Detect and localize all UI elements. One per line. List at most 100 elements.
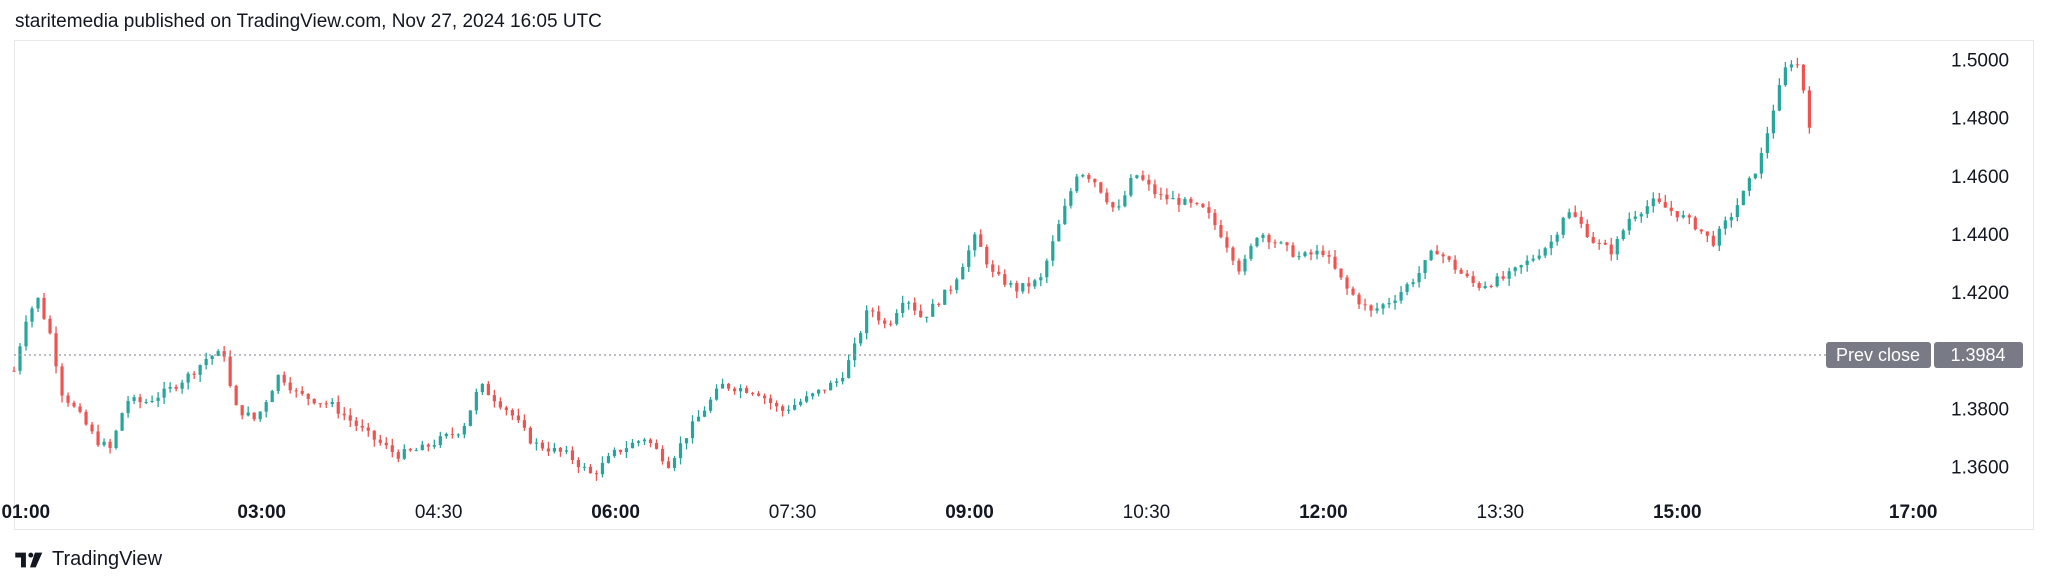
candle-body: [1381, 304, 1385, 309]
candle-body: [1609, 244, 1613, 255]
candle-body: [114, 430, 118, 448]
prev-close-label: Prev close: [1836, 345, 1920, 365]
candle-body: [534, 442, 539, 444]
candle-body: [408, 449, 412, 451]
x-tick-label: 10:30: [1123, 502, 1171, 523]
candle-body: [462, 425, 466, 435]
candle-body: [762, 395, 767, 399]
candle-body: [1747, 178, 1751, 191]
prev-close-value: 1.3984: [1950, 345, 2005, 365]
candle-body: [1483, 286, 1487, 288]
candle-body: [1453, 259, 1457, 270]
candle-body: [925, 316, 929, 318]
candle-body: [1111, 202, 1115, 208]
candle-body: [360, 425, 364, 428]
candle-body: [594, 473, 599, 475]
candle-body: [1153, 184, 1157, 195]
candle-body: [985, 246, 989, 265]
candle-body: [480, 383, 484, 393]
candle-body: [180, 382, 184, 389]
candle-body: [276, 374, 280, 392]
candle-body: [702, 410, 707, 417]
candle-body: [1123, 195, 1127, 207]
candle-body: [576, 459, 581, 468]
candle-body: [1063, 205, 1067, 225]
x-tick-label: 17:00: [1889, 502, 1938, 523]
candle-body: [853, 343, 857, 361]
candle-body: [348, 415, 352, 421]
candle-body: [402, 449, 406, 459]
y-tick-label: 1.4600: [1951, 167, 2009, 188]
x-tick-label: 12:00: [1299, 502, 1348, 523]
footer-brand[interactable]: TradingView: [15, 548, 162, 571]
candle-body: [1009, 283, 1013, 285]
candle-body: [288, 382, 292, 391]
candle-body: [871, 310, 875, 312]
candle-body: [847, 360, 851, 378]
candle-body: [1195, 202, 1199, 204]
candle-body: [618, 449, 623, 453]
candle-body: [1147, 179, 1151, 185]
candle-body: [186, 373, 190, 383]
candle-body: [522, 420, 526, 428]
x-tick-label: 06:00: [591, 502, 640, 523]
candle-body: [1045, 260, 1049, 278]
candle-body: [606, 456, 611, 463]
candle-body: [420, 444, 424, 451]
candle-body: [1585, 223, 1589, 238]
candle-body: [564, 450, 569, 452]
candle-body: [1735, 205, 1739, 218]
candle-body: [817, 389, 821, 394]
candle-body: [1363, 304, 1367, 306]
candle-body: [1555, 234, 1559, 242]
candle-body: [1255, 237, 1259, 247]
candle-body: [793, 404, 797, 410]
candle-body: [1771, 110, 1775, 134]
candle-body: [672, 458, 677, 468]
candle-body: [1753, 173, 1757, 179]
candle-body: [1015, 283, 1019, 292]
candle-body: [492, 395, 496, 402]
candle-body: [468, 410, 472, 426]
candle-body: [1393, 300, 1397, 303]
candle-body: [690, 421, 695, 439]
candle-body: [294, 390, 298, 392]
candle-body: [907, 302, 911, 304]
candle-body: [1717, 228, 1721, 246]
candle-body: [654, 443, 659, 449]
candle-body: [1537, 255, 1541, 259]
candle-body: [108, 441, 112, 448]
candle-body: [1021, 283, 1025, 292]
candle-body: [198, 365, 202, 375]
candle-body: [937, 303, 941, 305]
candle-body: [384, 442, 388, 446]
prev-close-badges: Prev close 1.3984: [1826, 342, 2023, 369]
candle-body: [883, 320, 887, 324]
x-tick-label: 03:00: [237, 502, 286, 523]
candle-body: [1219, 225, 1223, 238]
candle-body: [318, 403, 322, 405]
candle-body: [835, 381, 839, 383]
candle-body: [1345, 277, 1349, 289]
candle-body: [138, 397, 142, 403]
candle-body: [961, 267, 965, 280]
candle-body: [1765, 133, 1769, 154]
chart-frame[interactable]: [14, 40, 2034, 530]
candle-body: [780, 406, 785, 411]
x-tick-label: 15:00: [1653, 502, 1702, 523]
candle-body: [1489, 286, 1493, 288]
candle-body: [1039, 277, 1043, 281]
candle-body: [1183, 198, 1187, 205]
candle-body: [546, 448, 551, 452]
candle-body: [1789, 64, 1793, 68]
candle-body: [1567, 212, 1571, 218]
candle-body: [1291, 245, 1295, 257]
candle-body: [1333, 256, 1337, 269]
candle-body: [1525, 260, 1529, 266]
candle-body: [144, 402, 148, 404]
candle-body: [1741, 190, 1745, 206]
candle-body: [1681, 215, 1685, 218]
candle-body: [1711, 235, 1715, 246]
candle-body: [84, 411, 88, 425]
